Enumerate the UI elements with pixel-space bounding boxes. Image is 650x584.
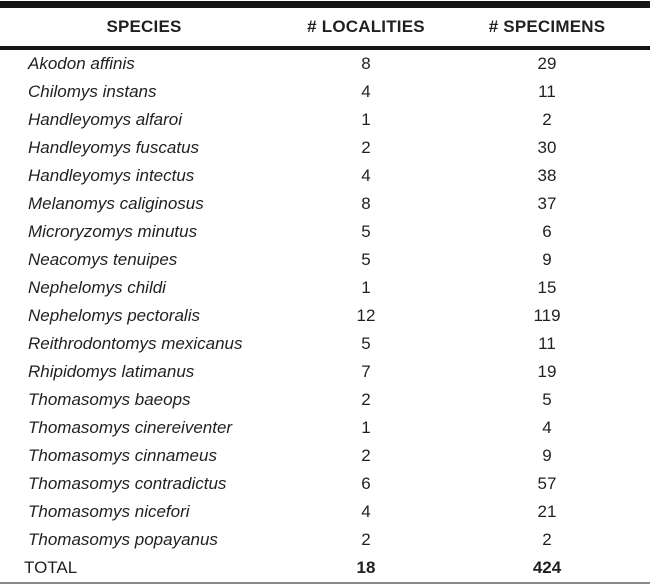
localities-value: 12 <box>356 306 376 325</box>
localities-value: 5 <box>361 222 371 241</box>
table-row: Thomasomys cinereiventer 1 4 <box>0 414 650 442</box>
localities-value: 1 <box>361 110 371 129</box>
specimens-value: 21 <box>537 502 557 521</box>
species-name: Melanomys caliginosus <box>28 194 204 213</box>
species-name: Handleyomys fuscatus <box>28 138 200 157</box>
localities-value: 2 <box>361 530 371 549</box>
specimens-value: 11 <box>538 82 556 101</box>
specimens-value: 30 <box>537 138 557 157</box>
specimens-value: 5 <box>542 390 552 409</box>
table-body: Akodon affinis 8 29 Chilomys instans 4 1… <box>0 48 650 582</box>
specimens-value: 29 <box>537 54 557 73</box>
localities-value: 4 <box>361 502 371 521</box>
table-row: Rhipidomys latimanus 7 19 <box>0 358 650 386</box>
table-row: Thomasomys contradictus 6 57 <box>0 470 650 498</box>
table-row: Handleyomys alfaroi 1 2 <box>0 106 650 134</box>
localities-value: 2 <box>361 390 371 409</box>
table-row: Reithrodontomys mexicanus 5 11 <box>0 330 650 358</box>
table-row: Nephelomys childi 1 15 <box>0 274 650 302</box>
species-name: Reithrodontomys mexicanus <box>28 334 243 353</box>
species-name: Nephelomys pectoralis <box>28 306 200 325</box>
table-row: Chilomys instans 4 11 <box>0 78 650 106</box>
species-name: Rhipidomys latimanus <box>28 362 195 381</box>
total-localities-value: 18 <box>356 558 376 577</box>
species-name: Nephelomys childi <box>28 278 166 297</box>
table-row: Microryzomys minutus 5 6 <box>0 218 650 246</box>
table-header: SPECIES # LOCALITIES # SPECIMENS <box>0 8 650 50</box>
header-row: SPECIES # LOCALITIES # SPECIMENS <box>0 8 650 50</box>
col-header-specimens: # SPECIMENS <box>444 8 650 50</box>
total-label: TOTAL <box>24 558 78 577</box>
table-row: Thomasomys nicefori 4 21 <box>0 498 650 526</box>
table-row: Handleyomys intectus 4 38 <box>0 162 650 190</box>
species-name: Microryzomys minutus <box>28 222 198 241</box>
specimens-value: 38 <box>537 166 557 185</box>
species-name: Handleyomys alfaroi <box>28 110 183 129</box>
table-row: Thomasomys popayanus 2 2 <box>0 526 650 554</box>
localities-value: 8 <box>361 194 371 213</box>
specimens-value: 11 <box>538 334 556 353</box>
top-rule <box>0 1 650 8</box>
table-row: Neacomys tenuipes 5 9 <box>0 246 650 274</box>
table-row: Melanomys caliginosus 8 37 <box>0 190 650 218</box>
species-name: Thomasomys nicefori <box>28 502 190 521</box>
table-row: Thomasomys cinnameus 2 9 <box>0 442 650 470</box>
species-name: Chilomys instans <box>28 82 157 101</box>
species-name: Thomasomys contradictus <box>28 474 227 493</box>
specimens-value: 4 <box>542 418 552 437</box>
localities-value: 5 <box>361 250 371 269</box>
species-name: Neacomys tenuipes <box>28 250 178 269</box>
localities-value: 4 <box>361 82 371 101</box>
specimens-value: 2 <box>542 530 552 549</box>
table-row: Handleyomys fuscatus 2 30 <box>0 134 650 162</box>
localities-value: 2 <box>361 446 371 465</box>
localities-value: 4 <box>361 166 371 185</box>
table-row: Thomasomys baeops 2 5 <box>0 386 650 414</box>
specimens-value: 57 <box>537 474 557 493</box>
localities-value: 6 <box>361 474 371 493</box>
specimens-value: 119 <box>533 306 561 325</box>
specimens-value: 2 <box>542 110 552 129</box>
localities-value: 5 <box>361 334 371 353</box>
table-row: Akodon affinis 8 29 <box>0 48 650 78</box>
localities-value: 2 <box>361 138 371 157</box>
species-name: Akodon affinis <box>28 54 135 73</box>
localities-value: 7 <box>361 362 371 381</box>
species-table: SPECIES # LOCALITIES # SPECIMENS Akodon … <box>0 8 650 582</box>
specimens-value: 9 <box>542 250 552 269</box>
bottom-rule <box>0 582 650 584</box>
species-name: Thomasomys popayanus <box>28 530 218 549</box>
species-name: Thomasomys cinnameus <box>28 446 217 465</box>
specimens-value: 19 <box>537 362 557 381</box>
species-name: Handleyomys intectus <box>28 166 195 185</box>
col-header-localities: # LOCALITIES <box>288 8 444 50</box>
specimens-value: 37 <box>537 194 557 213</box>
total-row: TOTAL 18 424 <box>0 554 650 582</box>
specimens-value: 9 <box>542 446 552 465</box>
specimens-value: 6 <box>542 222 552 241</box>
specimens-value: 15 <box>537 278 557 297</box>
col-header-species: SPECIES <box>0 8 288 50</box>
localities-value: 8 <box>361 54 371 73</box>
table-row: Nephelomys pectoralis 12 119 <box>0 302 650 330</box>
localities-value: 1 <box>361 278 371 297</box>
species-name: Thomasomys baeops <box>28 390 191 409</box>
species-name: Thomasomys cinereiventer <box>28 418 233 437</box>
total-specimens-value: 424 <box>532 558 562 577</box>
localities-value: 1 <box>361 418 371 437</box>
